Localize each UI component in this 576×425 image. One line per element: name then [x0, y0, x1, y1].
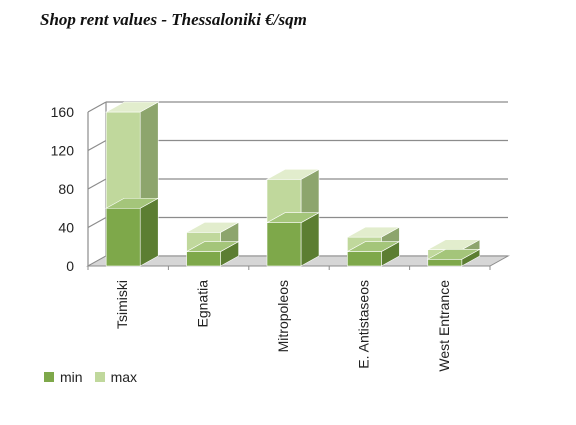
bar-min-4-front: [427, 258, 463, 267]
y-tick-label-3: 120: [51, 143, 75, 159]
legend-item-max: max: [94, 369, 138, 385]
y-tick-label-1: 40: [58, 220, 74, 236]
bar-min-0-side: [139, 197, 159, 267]
bar-min-2-top: [265, 212, 321, 223]
bar-max-0-side: [139, 101, 159, 209]
bar-max-3-top: [346, 226, 401, 238]
legend: min max: [44, 369, 149, 385]
bar-min-3-front: [347, 251, 382, 267]
x-tick-label-2: Mitropoleos: [275, 280, 291, 352]
y-tick-label-0: 0: [66, 258, 74, 274]
gridline-side-2: [87, 178, 107, 190]
bar-max-0-top: [105, 101, 160, 113]
bar-min-0-top: [105, 197, 160, 209]
legend-item-min: min: [44, 369, 83, 385]
gridline-side-1: [87, 216, 107, 229]
bar-min-1-front: [186, 251, 221, 267]
x-tick-label-3: E. Antistaseos: [355, 280, 371, 369]
bar-min-0-front: [105, 207, 141, 267]
bar-max-2-top: [265, 169, 321, 180]
bar-max-0-front: [105, 111, 141, 209]
y-tick-label-2: 80: [58, 181, 74, 197]
gridline-side-4: [87, 101, 107, 113]
bar-min-2-front: [266, 222, 302, 267]
bar-min-1-top: [185, 241, 240, 252]
legend-swatch-min: [44, 372, 54, 382]
bar-min-4-top: [426, 248, 481, 260]
x-tick-label-4: West Entrance: [436, 280, 452, 372]
x-tick-label-0: Tsimiski: [114, 280, 130, 329]
bar-max-1-top: [185, 222, 240, 233]
legend-label-min: min: [60, 369, 83, 385]
legend-swatch-max: [94, 372, 105, 382]
y-tick-label-4: 160: [51, 104, 75, 120]
gridline-side-3: [87, 139, 107, 152]
x-tick-label-1: Egnatia: [195, 280, 211, 328]
chart-title: Shop rent values - Thessaloniki €/sqm: [40, 10, 307, 29]
legend-label-max: max: [110, 369, 138, 385]
bar-min-3-top: [346, 241, 401, 252]
